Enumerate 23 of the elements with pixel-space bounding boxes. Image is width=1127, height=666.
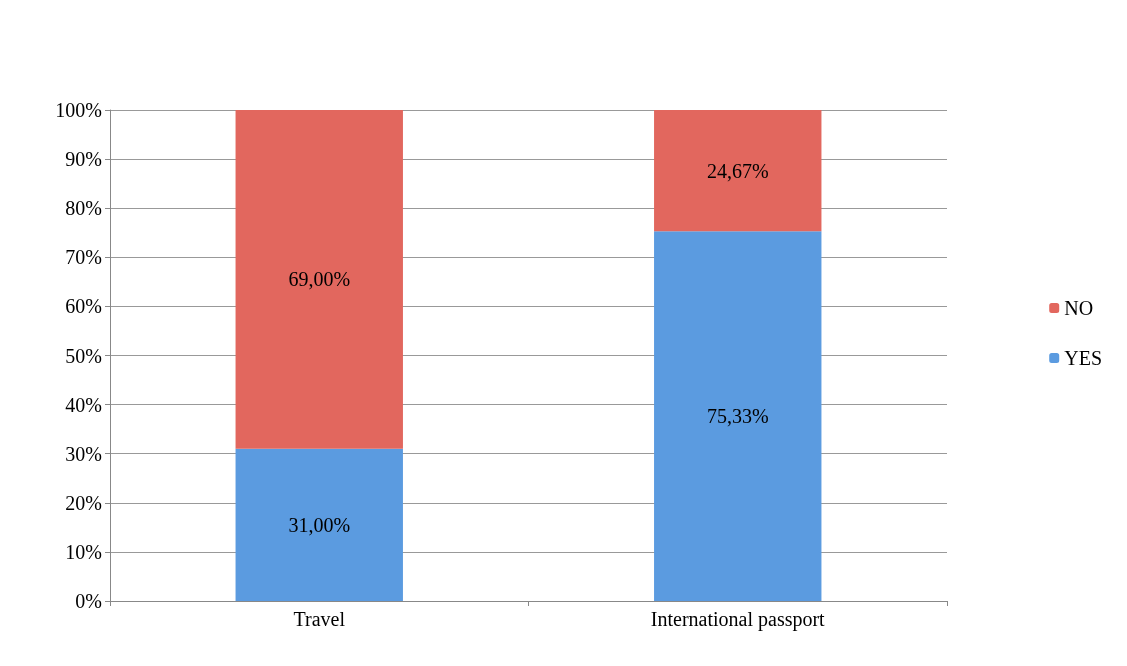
y-tick-label: 50%	[65, 344, 102, 367]
y-tick-label: 40%	[65, 393, 102, 416]
x-tick-label: Travel	[293, 608, 346, 630]
data-label: 69,00%	[288, 268, 351, 291]
y-tick-label: 60%	[65, 295, 102, 318]
y-tick-label: 10%	[65, 540, 102, 563]
legend-label: NO	[1064, 297, 1094, 319]
y-tick-label: 90%	[65, 148, 102, 171]
legend-label: YES	[1064, 347, 1103, 369]
y-tick-label: 100%	[55, 99, 102, 121]
bar	[235, 448, 403, 601]
data-label: 75,33%	[706, 405, 769, 428]
y-tick-label: 0%	[75, 590, 102, 612]
y-tick-label: 80%	[65, 197, 102, 220]
x-tick-label: International passport	[650, 608, 826, 631]
bar	[654, 110, 822, 232]
data-label: 31,00%	[288, 513, 351, 536]
y-tick-label: 20%	[65, 491, 102, 514]
bar	[235, 110, 403, 449]
y-tick-label: 30%	[65, 442, 102, 465]
y-tick-label: 70%	[65, 246, 102, 269]
bar	[654, 231, 822, 601]
data-label: 24,67%	[706, 159, 769, 182]
